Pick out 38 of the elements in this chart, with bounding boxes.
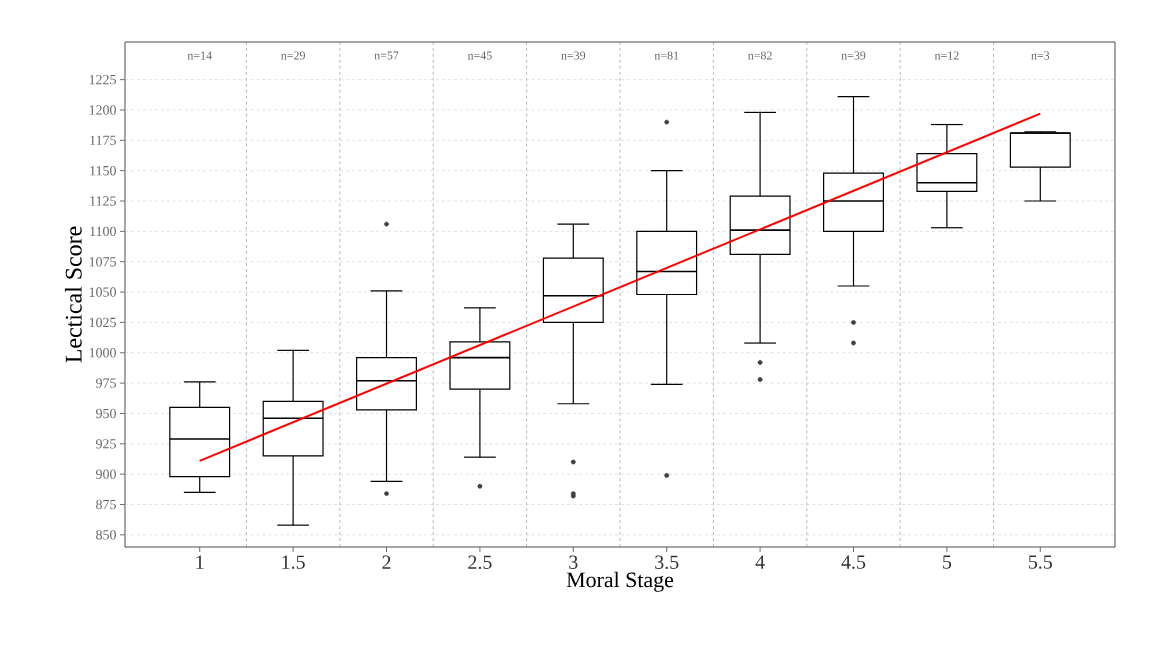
annotation: n=39 — [841, 51, 866, 60]
y-tick-label: 975 — [96, 378, 116, 388]
y-tick-label: 1075 — [89, 257, 116, 267]
y-tick-label: 925 — [96, 439, 116, 449]
x-axis-title: Moral Stage — [566, 571, 674, 592]
annotation: n=57 — [374, 51, 399, 60]
x-tick-label: 4.5 — [841, 555, 866, 569]
x-tick-label: 3.5 — [655, 555, 679, 569]
y-tick-label: 850 — [96, 530, 116, 540]
x-tick-label: 2.5 — [468, 555, 492, 569]
x-tick-label: 5 — [943, 555, 952, 569]
y-tick-label: 900 — [96, 469, 116, 479]
y-tick-label: 1100 — [90, 226, 116, 237]
x-tick-label: 2 — [382, 555, 391, 569]
y-tick-label: 1050 — [89, 287, 116, 297]
y-tick-label: 1125 — [90, 196, 116, 206]
annotation: n=3 — [1031, 51, 1050, 60]
y-axis-title: Lectical Score — [64, 226, 82, 363]
annotation: n=12 — [934, 51, 959, 60]
y-tick-label: 1225 — [89, 74, 116, 85]
y-tick-label: 875 — [96, 499, 116, 510]
x-tick-label: 1.5 — [282, 555, 305, 569]
annotation: n=29 — [281, 51, 305, 60]
x-tick-label: 5.5 — [1029, 555, 1052, 569]
annotation: n=81 — [654, 51, 679, 60]
y-tick-label: 1175 — [90, 135, 116, 145]
x-tick-label: 1 — [196, 555, 204, 569]
y-tick-label: 1025 — [89, 317, 116, 328]
y-tick-label: 1000 — [89, 348, 116, 358]
annotation: n=39 — [561, 51, 586, 60]
annotation: n=45 — [467, 51, 492, 60]
annotation: n=82 — [748, 51, 772, 60]
x-tick-label: 4 — [755, 555, 765, 569]
x-tick-label: 3 — [569, 555, 578, 569]
y-tick-label: 950 — [96, 408, 116, 419]
y-tick-label: 1200 — [89, 105, 116, 115]
y-tick-label: 1150 — [90, 165, 116, 176]
annotation: n=14 — [187, 51, 212, 60]
